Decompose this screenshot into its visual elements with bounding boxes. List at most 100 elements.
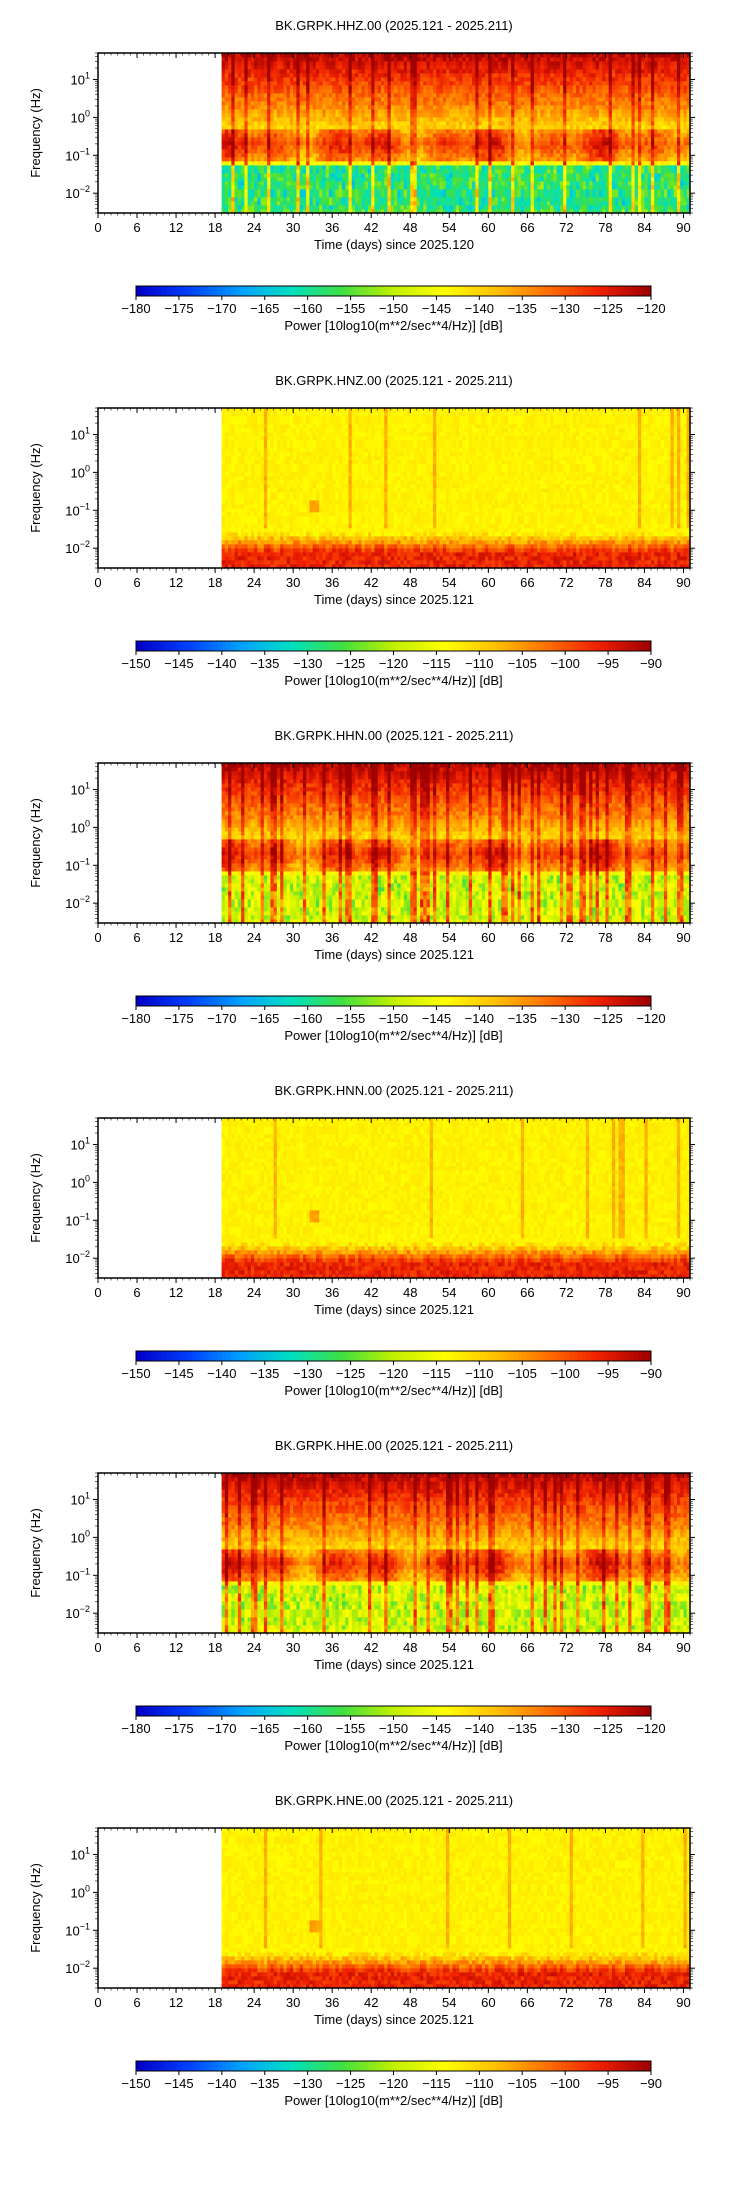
heatmap-cell (290, 165, 294, 169)
heatmap-cell (544, 85, 548, 89)
heatmap-cell (485, 169, 489, 173)
heatmap-cell (254, 129, 258, 133)
heatmap-cell (414, 161, 418, 165)
heatmap-cell (358, 89, 362, 93)
heatmap-cell (544, 157, 548, 161)
heatmap-cell (560, 193, 564, 197)
heatmap-cell (433, 117, 437, 121)
heatmap-cell (293, 109, 297, 113)
heatmap-cell (316, 93, 320, 97)
heatmap-cell (485, 85, 489, 89)
heatmap-cell (319, 197, 323, 201)
heatmap-cell (361, 105, 365, 109)
heatmap-cell (309, 137, 313, 141)
heatmap-cell (524, 201, 528, 205)
heatmap-cell (540, 153, 544, 157)
heatmap-cell (397, 193, 401, 197)
heatmap-cell (449, 173, 453, 177)
heatmap-cell (322, 205, 326, 209)
heatmap-cell (332, 121, 336, 125)
heatmap-cell (498, 113, 502, 117)
heatmap-cell (550, 81, 554, 85)
heatmap-cell (566, 157, 570, 161)
heatmap-cell (589, 153, 593, 157)
heatmap-cell (319, 61, 323, 65)
heatmap-cell (358, 145, 362, 149)
heatmap-cell (622, 193, 626, 197)
heatmap-cell (472, 157, 476, 161)
heatmap-cell (440, 101, 444, 105)
heatmap-cell (329, 181, 333, 185)
heatmap-cell (261, 101, 265, 105)
heatmap-cell (521, 105, 525, 109)
heatmap-cell (384, 189, 388, 193)
heatmap-cell (615, 129, 619, 133)
heatmap-cell (264, 161, 268, 165)
heatmap-cell (283, 125, 287, 129)
heatmap-cell (313, 81, 317, 85)
heatmap-cell (231, 77, 235, 81)
heatmap-cell (306, 73, 310, 77)
heatmap-cell (222, 105, 226, 109)
heatmap-cell (488, 145, 492, 149)
heatmap-cell (596, 169, 600, 173)
heatmap-cell (430, 165, 434, 169)
heatmap-cell (257, 125, 261, 129)
heatmap-cell (459, 145, 463, 149)
heatmap-cell (414, 197, 418, 201)
heatmap-cell (521, 73, 525, 77)
heatmap-cell (560, 185, 564, 189)
heatmap-cell (414, 185, 418, 189)
heatmap-cell (475, 197, 479, 201)
heatmap-cell (225, 101, 229, 105)
heatmap-cell (280, 149, 284, 153)
heatmap-cell (404, 89, 408, 93)
heatmap-cell (547, 125, 551, 129)
heatmap-cell (560, 105, 564, 109)
heatmap-cell (511, 153, 515, 157)
heatmap-cell (329, 113, 333, 117)
heatmap-cell (290, 177, 294, 181)
heatmap-cell (589, 97, 593, 101)
heatmap-cell (397, 145, 401, 149)
heatmap-cell (553, 201, 557, 205)
heatmap-cell (261, 149, 265, 153)
heatmap-cell (479, 165, 483, 169)
heatmap-cell (579, 73, 583, 77)
heatmap-cell (261, 145, 265, 149)
heatmap-cell (570, 133, 574, 137)
heatmap-cell (371, 201, 375, 205)
heatmap-cell (501, 189, 505, 193)
heatmap-cell (547, 85, 551, 89)
heatmap-cell (472, 141, 476, 145)
heatmap-cell (257, 161, 261, 165)
heatmap-cell (479, 109, 483, 113)
heatmap-cell (488, 85, 492, 89)
heatmap-cell (335, 125, 339, 129)
heatmap-cell (235, 189, 239, 193)
heatmap-cell (472, 97, 476, 101)
heatmap-cell (397, 185, 401, 189)
heatmap-cell (618, 125, 622, 129)
heatmap-cell (563, 85, 567, 89)
heatmap-cell (264, 125, 268, 129)
heatmap-cell (358, 173, 362, 177)
heatmap-cell (492, 93, 496, 97)
heatmap-cell (466, 141, 470, 145)
heatmap-cell (241, 141, 245, 145)
heatmap-cell (280, 97, 284, 101)
heatmap-cell (514, 101, 518, 105)
heatmap-cell (374, 85, 378, 89)
heatmap-cell (374, 77, 378, 81)
heatmap-cell (316, 129, 320, 133)
heatmap-cell (384, 121, 388, 125)
heatmap-cell (479, 137, 483, 141)
heatmap-cell (622, 185, 626, 189)
heatmap-cell (550, 101, 554, 105)
heatmap-cell (618, 193, 622, 197)
heatmap-cell (322, 149, 326, 153)
heatmap-cell (274, 189, 278, 193)
heatmap-cell (293, 193, 297, 197)
heatmap-cell (267, 149, 271, 153)
heatmap-cell (485, 197, 489, 201)
